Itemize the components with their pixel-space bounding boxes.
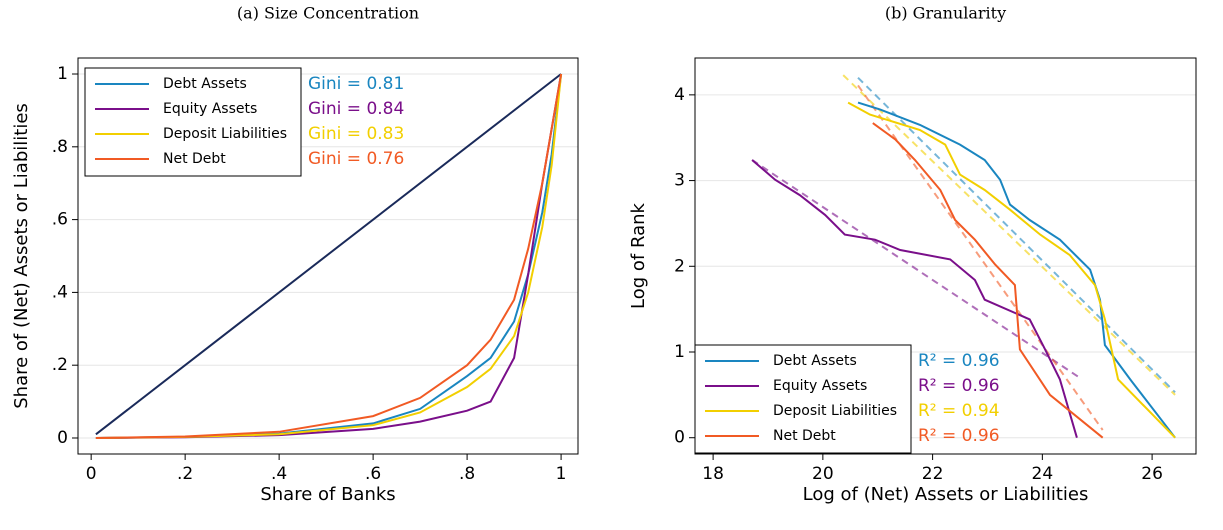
legend-label: Equity Assets <box>773 378 867 394</box>
x-tick-label: 26 <box>1141 464 1163 484</box>
y-tick-label: 1 <box>674 342 685 362</box>
x-tick-label: 0 <box>86 464 97 484</box>
annotation: R² = 0.94 <box>918 401 1000 421</box>
x-tick-label: 24 <box>1032 464 1054 484</box>
legend-label: Deposit Liabilities <box>163 126 287 142</box>
y-tick-label: .2 <box>52 355 68 375</box>
panel-title: (a) Size Concentration <box>237 4 419 23</box>
y-tick-label: 0 <box>674 428 685 448</box>
annotation: Gini = 0.76 <box>308 149 404 169</box>
annotation: R² = 0.96 <box>918 426 1000 446</box>
y-tick-label: 2 <box>674 256 685 276</box>
series-line <box>751 159 1078 438</box>
x-tick-label: .8 <box>459 464 475 484</box>
x-tick-label: 20 <box>812 464 834 484</box>
x-tick-label: 18 <box>702 464 724 484</box>
series-line <box>857 101 1176 439</box>
x-tick-label: 1 <box>556 464 567 484</box>
legend-label: Equity Assets <box>163 101 257 117</box>
legend-label: Net Debt <box>773 428 836 444</box>
fit-line <box>751 159 1081 379</box>
y-axis-label: Log of Rank <box>628 202 649 308</box>
fit-line <box>857 76 1176 394</box>
series-line <box>95 73 563 439</box>
x-tick-label: .2 <box>177 464 193 484</box>
annotation: Gini = 0.83 <box>308 124 404 144</box>
x-axis-label: Log of (Net) Assets or Liabilities <box>803 484 1089 505</box>
panel-title: (b) Granularity <box>885 4 1006 23</box>
x-tick-label: .4 <box>271 464 287 484</box>
y-tick-label: 1 <box>57 64 68 84</box>
y-tick-label: .6 <box>52 210 68 230</box>
fit-line <box>857 84 1104 431</box>
x-tick-label: .6 <box>365 464 381 484</box>
series-line <box>847 101 1176 439</box>
reference-line <box>95 73 562 436</box>
series-line <box>872 122 1104 439</box>
plot-frame <box>77 57 579 455</box>
annotation: R² = 0.96 <box>918 376 1000 396</box>
annotation: R² = 0.96 <box>918 351 1000 371</box>
legend-label: Net Debt <box>163 151 226 167</box>
annotation: Gini = 0.84 <box>308 99 404 119</box>
y-tick-label: 0 <box>57 428 68 448</box>
x-axis-label: Share of Banks <box>260 484 395 505</box>
legend-label: Debt Assets <box>773 353 857 369</box>
legend-label: Debt Assets <box>163 76 247 92</box>
series-line <box>95 73 563 439</box>
x-tick-label: 22 <box>922 464 944 484</box>
fit-line <box>842 74 1176 396</box>
y-tick-label: .4 <box>52 282 68 302</box>
annotation: Gini = 0.81 <box>308 74 404 94</box>
legend-label: Deposit Liabilities <box>773 403 897 419</box>
plot-frame <box>694 57 1197 455</box>
y-tick-label: .8 <box>52 137 68 157</box>
y-tick-label: 3 <box>674 171 685 191</box>
y-tick-label: 4 <box>674 85 685 105</box>
y-axis-label: Share of (Net) Assets or Liabilities <box>11 103 32 409</box>
